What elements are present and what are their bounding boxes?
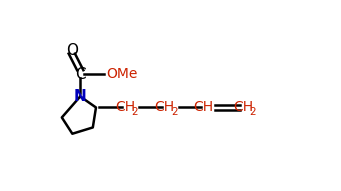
Text: 2: 2 [171, 107, 178, 117]
Text: 2: 2 [132, 107, 138, 117]
Text: N: N [74, 89, 87, 104]
Text: CH: CH [115, 100, 135, 114]
Text: OMe: OMe [106, 67, 138, 81]
Text: 2: 2 [250, 107, 256, 117]
Text: C: C [75, 67, 86, 82]
Text: CH: CH [233, 100, 253, 114]
Text: O: O [66, 43, 78, 58]
Text: CH: CH [154, 100, 174, 114]
Text: CH: CH [194, 100, 214, 114]
